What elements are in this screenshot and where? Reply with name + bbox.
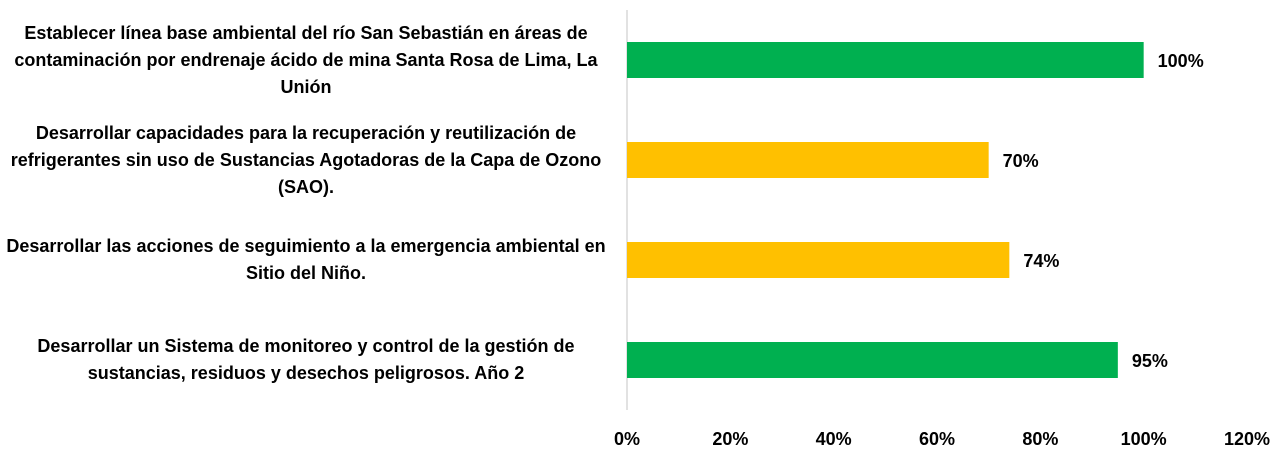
x-tick-label: 120% bbox=[1224, 429, 1270, 449]
value-label: 74% bbox=[1023, 251, 1059, 271]
bar bbox=[627, 42, 1144, 78]
category-label: Desarrollar capacidades para la recupera… bbox=[10, 122, 602, 197]
value-label: 70% bbox=[1003, 151, 1039, 171]
category-label: Desarrollar las acciones de seguimiento … bbox=[6, 236, 606, 283]
bar bbox=[627, 142, 989, 178]
x-tick-label: 20% bbox=[712, 429, 748, 449]
x-tick-label: 100% bbox=[1121, 429, 1167, 449]
x-tick-label: 40% bbox=[816, 429, 852, 449]
category-label: Establecer línea base ambiental del río … bbox=[14, 22, 598, 97]
value-label: 95% bbox=[1132, 351, 1168, 371]
x-tick-label: 60% bbox=[919, 429, 955, 449]
category-label: Desarrollar un Sistema de monitoreo y co… bbox=[37, 336, 575, 383]
bar bbox=[627, 342, 1118, 378]
x-tick-label: 80% bbox=[1022, 429, 1058, 449]
x-tick-label: 0% bbox=[614, 429, 640, 449]
value-label: 100% bbox=[1158, 51, 1204, 71]
bar bbox=[627, 242, 1010, 278]
